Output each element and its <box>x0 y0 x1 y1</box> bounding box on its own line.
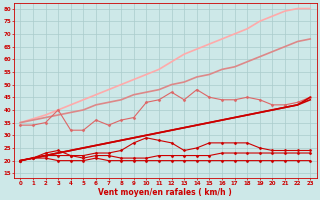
X-axis label: Vent moyen/en rafales ( km/h ): Vent moyen/en rafales ( km/h ) <box>98 188 232 197</box>
